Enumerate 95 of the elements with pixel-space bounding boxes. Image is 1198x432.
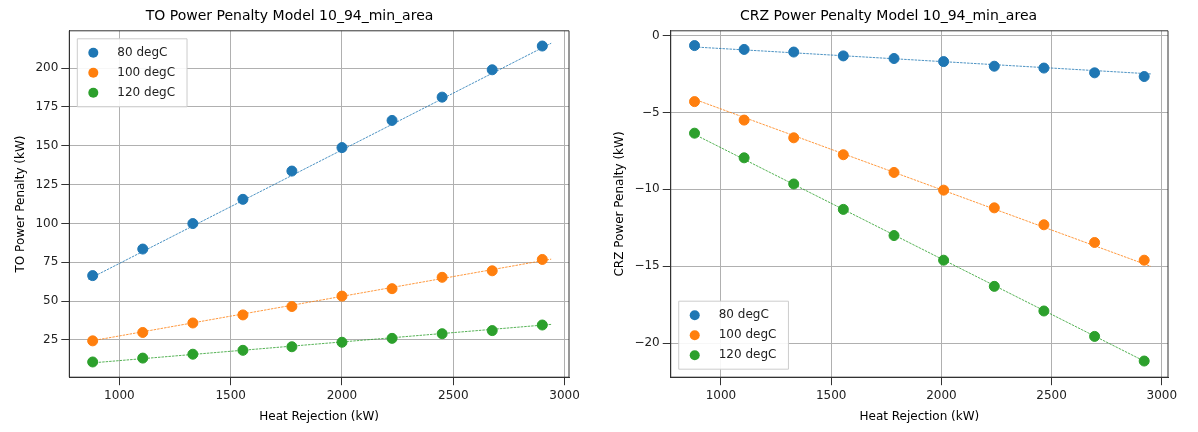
point: [137, 352, 149, 364]
chart-title: TO Power Penalty Model 10_94_min_area: [144, 7, 434, 24]
chart-title: CRZ Power Penalty Model 10_94_min_area: [739, 7, 1038, 24]
y-tick-label: 200: [35, 60, 59, 75]
point: [187, 218, 199, 230]
y-axis-title: TO Power Penalty (kW): [13, 135, 28, 274]
point: [738, 114, 750, 126]
point: [436, 271, 448, 283]
point: [237, 344, 249, 356]
y-tick-label: −10: [634, 181, 660, 196]
point: [837, 203, 849, 215]
point: [888, 53, 900, 65]
point: [689, 127, 701, 139]
y-tick-label: 50: [43, 293, 59, 308]
point: [486, 325, 498, 337]
point: [988, 280, 1000, 292]
point: [738, 152, 750, 164]
point: [788, 46, 800, 58]
x-tick-label: 2500: [1036, 387, 1067, 402]
point: [1038, 62, 1050, 74]
point: [938, 56, 950, 68]
point: [1138, 355, 1150, 367]
point: [336, 336, 348, 348]
legend-label: 120 degC: [117, 84, 176, 99]
point: [336, 142, 348, 154]
point: [988, 202, 1000, 214]
point: [1038, 305, 1050, 317]
point: [486, 64, 498, 76]
y-tick-label: −5: [642, 104, 660, 119]
point: [436, 328, 448, 340]
point: [536, 253, 548, 265]
point: [888, 230, 900, 242]
point: [87, 335, 99, 347]
point: [286, 301, 298, 313]
point: [1138, 254, 1150, 266]
point: [888, 166, 900, 178]
y-tick-label: 75: [43, 254, 59, 269]
y-tick-label: −20: [634, 335, 660, 350]
point: [1089, 330, 1101, 342]
legend-label: 80 degC: [117, 44, 168, 59]
point: [689, 40, 701, 52]
point: [336, 290, 348, 302]
legend-label: 80 degC: [718, 307, 769, 322]
point: [689, 96, 701, 108]
y-tick-label: 150: [35, 137, 59, 152]
legend-label: 100 degC: [718, 327, 777, 342]
y-tick-label: 175: [35, 99, 59, 114]
point: [738, 43, 750, 55]
y-tick-label: 100: [35, 215, 59, 230]
legend-label: 120 degC: [718, 347, 777, 362]
point: [237, 309, 249, 321]
point: [187, 348, 199, 360]
point: [938, 184, 950, 196]
point: [87, 270, 99, 282]
x-axis-title: Heat Rejection (kW): [259, 408, 380, 423]
y-tick-label: 25: [43, 332, 59, 347]
x-tick-label: 3000: [549, 387, 580, 402]
x-axis-title: Heat Rejection (kW): [859, 408, 980, 423]
y-tick-label: 125: [35, 176, 59, 191]
point: [1038, 219, 1050, 231]
point: [286, 341, 298, 353]
y-tick-label: 0: [652, 27, 660, 42]
x-tick-label: 3000: [1146, 387, 1178, 402]
point: [837, 50, 849, 62]
point: [536, 319, 548, 331]
y-axis-title: CRZ Power Penalty (kW): [612, 131, 627, 277]
point: [386, 332, 398, 344]
x-tick-label: 2500: [437, 387, 469, 402]
point: [386, 283, 398, 295]
point: [1089, 67, 1101, 79]
point: [536, 40, 548, 52]
point: [137, 243, 149, 255]
point: [436, 91, 448, 103]
x-tick-label: 2000: [926, 387, 957, 402]
point: [237, 193, 249, 205]
x-tick-label: 1500: [215, 387, 246, 402]
x-tick-label: 1500: [815, 387, 847, 402]
point: [1089, 236, 1101, 248]
point: [137, 326, 149, 338]
point: [386, 114, 398, 126]
point: [938, 254, 950, 266]
point: [788, 178, 800, 190]
x-tick-label: 2000: [326, 387, 358, 402]
y-tick-label: −15: [634, 258, 660, 273]
point: [788, 132, 800, 144]
point: [87, 356, 99, 368]
point: [486, 265, 498, 277]
x-tick-label: 1000: [104, 387, 135, 402]
point: [837, 149, 849, 161]
legend-label: 100 degC: [117, 64, 176, 79]
point: [988, 60, 1000, 72]
point: [187, 317, 199, 329]
x-tick-label: 1000: [705, 387, 737, 402]
point: [1138, 71, 1150, 83]
point: [286, 165, 298, 177]
